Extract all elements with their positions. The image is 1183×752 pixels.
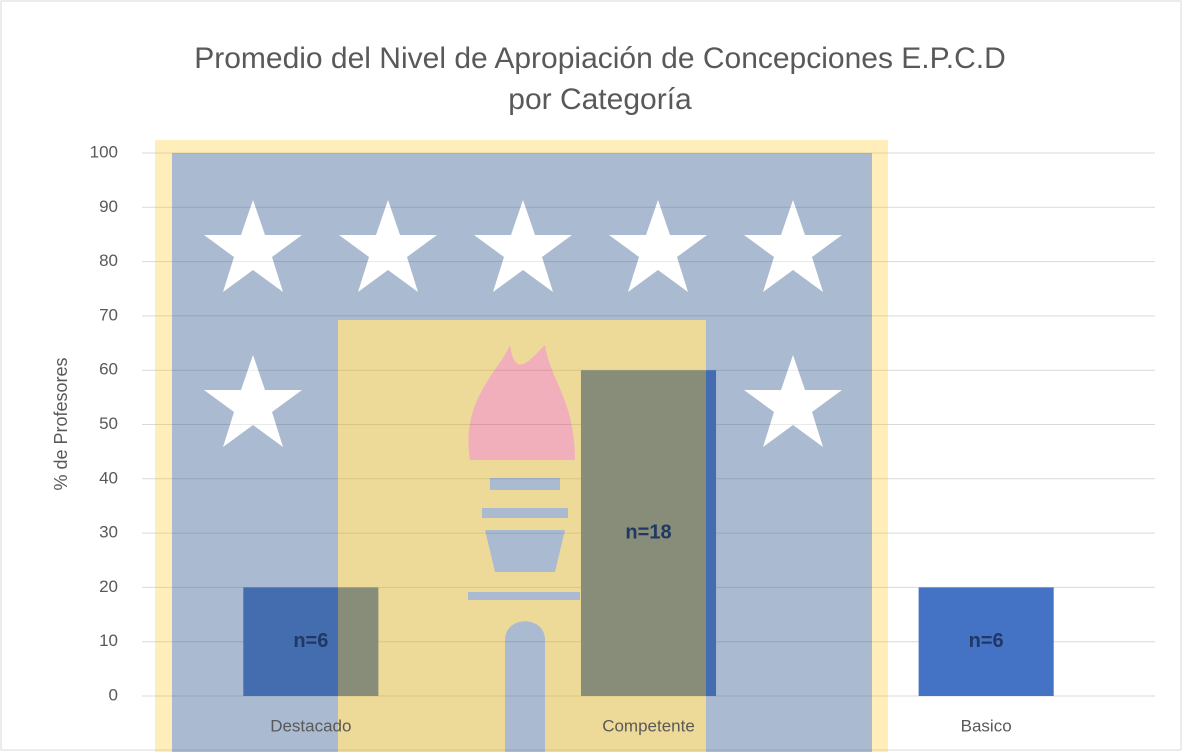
x-tick-label: Destacado <box>270 716 351 735</box>
page: Promedio del Nivel de Apropiación de Con… <box>0 0 1183 752</box>
y-tick-label: 50 <box>99 414 118 433</box>
y-tick-label: 0 <box>109 685 118 704</box>
y-tick-label: 10 <box>99 631 118 650</box>
y-tick-label: 30 <box>99 523 118 542</box>
y-axis-label: % de Profesores <box>51 357 71 490</box>
bar-label: n=6 <box>293 630 328 652</box>
bar-label: n=6 <box>969 630 1004 652</box>
x-tick-label: Competente <box>602 716 695 735</box>
bar-label: n=18 <box>625 521 671 543</box>
y-tick-label: 40 <box>99 468 118 487</box>
y-tick-label: 90 <box>99 197 118 216</box>
chart: Promedio del Nivel de Apropiación de Con… <box>0 0 1183 752</box>
x-tick-label: Basico <box>961 716 1012 735</box>
y-tick-label: 100 <box>90 142 118 161</box>
y-tick-label: 20 <box>99 577 118 596</box>
y-tick-label: 80 <box>99 251 118 270</box>
y-tick-label: 60 <box>99 360 118 379</box>
y-tick-label: 70 <box>99 305 118 324</box>
chart-title: por Categoría <box>508 83 692 116</box>
chart-title: Promedio del Nivel de Apropiación de Con… <box>194 42 1006 75</box>
